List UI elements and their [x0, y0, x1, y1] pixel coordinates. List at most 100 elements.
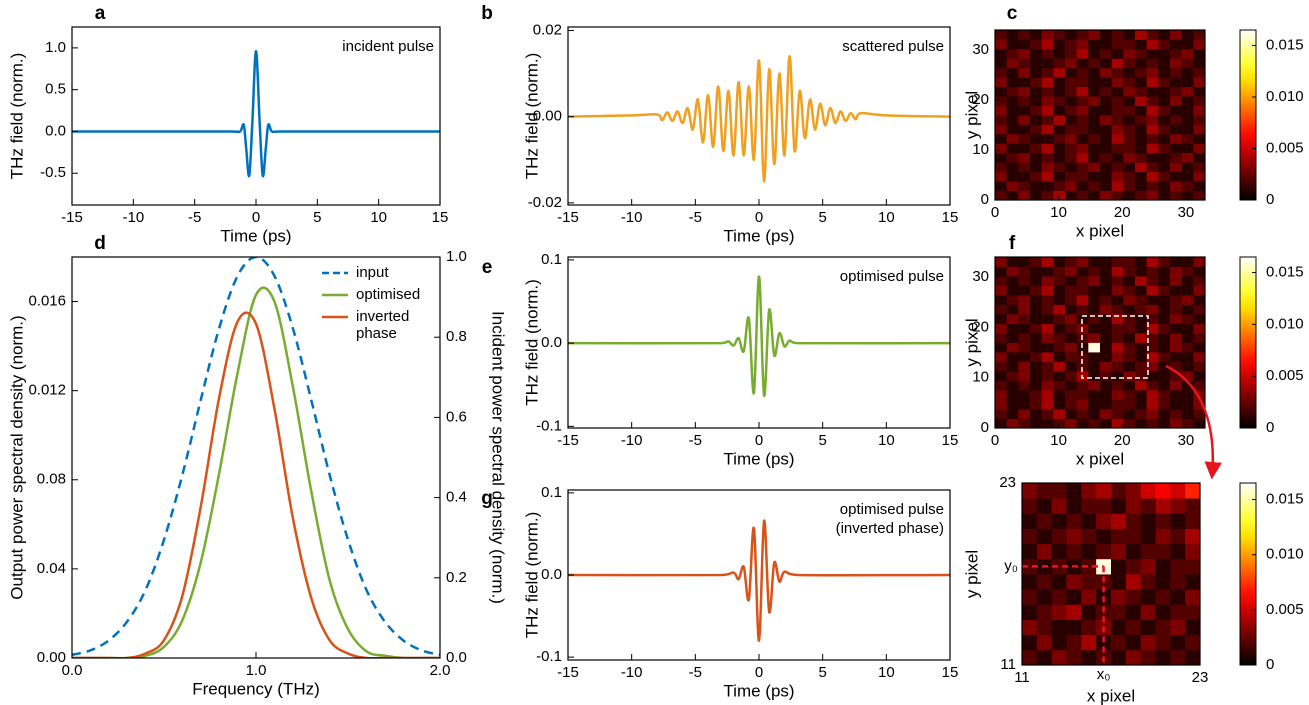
heatmap-cell — [1193, 115, 1206, 125]
heatmap-cell — [1088, 171, 1101, 182]
heatmap-cell — [1185, 513, 1201, 529]
heatmap-cell — [1066, 543, 1082, 560]
heatmap-cell — [1185, 483, 1201, 499]
heatmap-cell — [1006, 371, 1019, 381]
heatmap-cell — [1088, 143, 1101, 154]
heatmap-cell — [1111, 418, 1124, 429]
heatmap-cell — [1053, 266, 1066, 277]
heatmap-cell — [1088, 86, 1101, 97]
colorbar — [1239, 482, 1257, 666]
heatmap-cell — [1006, 86, 1019, 97]
heatmap-cell — [1081, 619, 1097, 636]
heatmap-cell — [1053, 133, 1066, 144]
heatmap-cell — [995, 77, 1008, 88]
heatmap-cell — [1181, 390, 1194, 400]
heatmap-cell — [1018, 96, 1031, 106]
heatmap-cell — [1158, 409, 1171, 419]
heatmap-cell — [1053, 124, 1066, 135]
heatmap-cell — [1146, 399, 1159, 410]
heatmap-cell — [1100, 418, 1113, 429]
heatmap-cell — [1146, 380, 1159, 391]
heatmap-cell — [1111, 190, 1124, 201]
heatmap-cell — [1081, 543, 1097, 560]
heatmap-cell — [1170, 418, 1183, 429]
colorbar-tick-label: 0.010 — [1266, 88, 1304, 105]
heatmap-cell — [1051, 589, 1067, 605]
x-tick-label: 10 — [878, 209, 895, 226]
x-tick-label: 23 — [1192, 669, 1209, 686]
heatmap-cell — [1006, 276, 1019, 286]
heatmap-cell — [1041, 257, 1054, 267]
heatmap-cell — [1081, 604, 1097, 620]
heatmap-cell — [1088, 352, 1101, 362]
heatmap-cell — [1036, 574, 1053, 590]
heatmap-cell — [1158, 181, 1171, 191]
heatmap-cell — [1081, 483, 1097, 499]
heatmap-cell — [1100, 380, 1113, 391]
heatmap-cell — [1066, 589, 1082, 605]
heatmap-cell — [1041, 67, 1054, 78]
heatmap-cell — [1030, 418, 1043, 429]
heatmap-cell — [1065, 86, 1078, 97]
heatmap-cell — [1170, 543, 1186, 560]
heatmap-cell — [1030, 48, 1043, 59]
heatmap-cell — [1018, 133, 1031, 144]
heatmap-cell — [1030, 342, 1043, 353]
heatmap-cell — [1065, 352, 1078, 362]
heatmap-cell — [1041, 399, 1054, 410]
legend-entry: inverted phase — [356, 308, 409, 342]
heatmap-cell — [1170, 86, 1183, 97]
heatmap-cell — [1158, 304, 1171, 315]
heatmap-cell — [1041, 295, 1054, 305]
heatmap-cell — [1193, 276, 1206, 286]
heatmap-cell — [1100, 124, 1113, 135]
heatmap-cell — [1018, 39, 1031, 50]
heatmap-cell — [1170, 634, 1186, 651]
heatmap-cell — [1065, 105, 1078, 116]
x-tick-label: 30 — [1178, 432, 1195, 449]
heatmap-cell — [1096, 528, 1112, 545]
heatmap-cell — [1100, 58, 1113, 69]
heatmap-cell — [1018, 86, 1031, 97]
heatmap-cell — [1146, 323, 1159, 334]
y-tick-label: -0.1 — [536, 648, 562, 665]
heatmap-cell — [1053, 86, 1066, 97]
x-tick-label: 5 — [818, 209, 826, 226]
heatmap-cell — [1018, 181, 1031, 191]
heatmap-cell — [1088, 285, 1101, 296]
heatmap-cell — [1123, 133, 1136, 144]
y-tick-label: 23 — [999, 474, 1016, 491]
heatmap-cell — [1111, 528, 1127, 545]
heatmap-cell — [1065, 48, 1078, 59]
heatmap-cell — [1146, 352, 1159, 362]
heatmap-cell — [1053, 96, 1066, 106]
heatmap-cell — [1181, 314, 1194, 324]
heatmap-cell — [1100, 67, 1113, 78]
heatmap-cell — [1088, 342, 1101, 353]
heatmap-cell — [1170, 314, 1183, 324]
heatmap-cell — [1018, 399, 1031, 410]
heatmap-cell — [1170, 30, 1183, 40]
heatmap-cell — [1018, 162, 1031, 173]
heatmap-cell — [1051, 498, 1067, 514]
heatmap-cell — [1170, 257, 1183, 267]
heatmap-cell — [1030, 380, 1043, 391]
heatmap-cell — [1051, 483, 1067, 499]
heatmap-cell — [1181, 133, 1194, 144]
heatmap-cell — [1100, 409, 1113, 419]
heatmap-cell — [1022, 528, 1038, 545]
heatmap-cell — [1111, 558, 1127, 575]
heatmap-cell — [1053, 380, 1066, 391]
heatmap-cell — [1030, 266, 1043, 277]
heatmap-cell — [1123, 39, 1136, 50]
heatmap-cell — [1100, 152, 1113, 163]
legend-entry: optimised — [356, 286, 420, 303]
heatmap-cell — [1193, 342, 1206, 353]
colorbar-tick-label: 0.010 — [1266, 546, 1304, 563]
heatmap-cell — [1053, 295, 1066, 305]
heatmap-cell — [1123, 105, 1136, 116]
heatmap-cell — [1030, 171, 1043, 182]
heatmap-cell — [1030, 86, 1043, 97]
heatmap-cell — [1018, 171, 1031, 182]
heatmap-cell — [1125, 528, 1142, 545]
